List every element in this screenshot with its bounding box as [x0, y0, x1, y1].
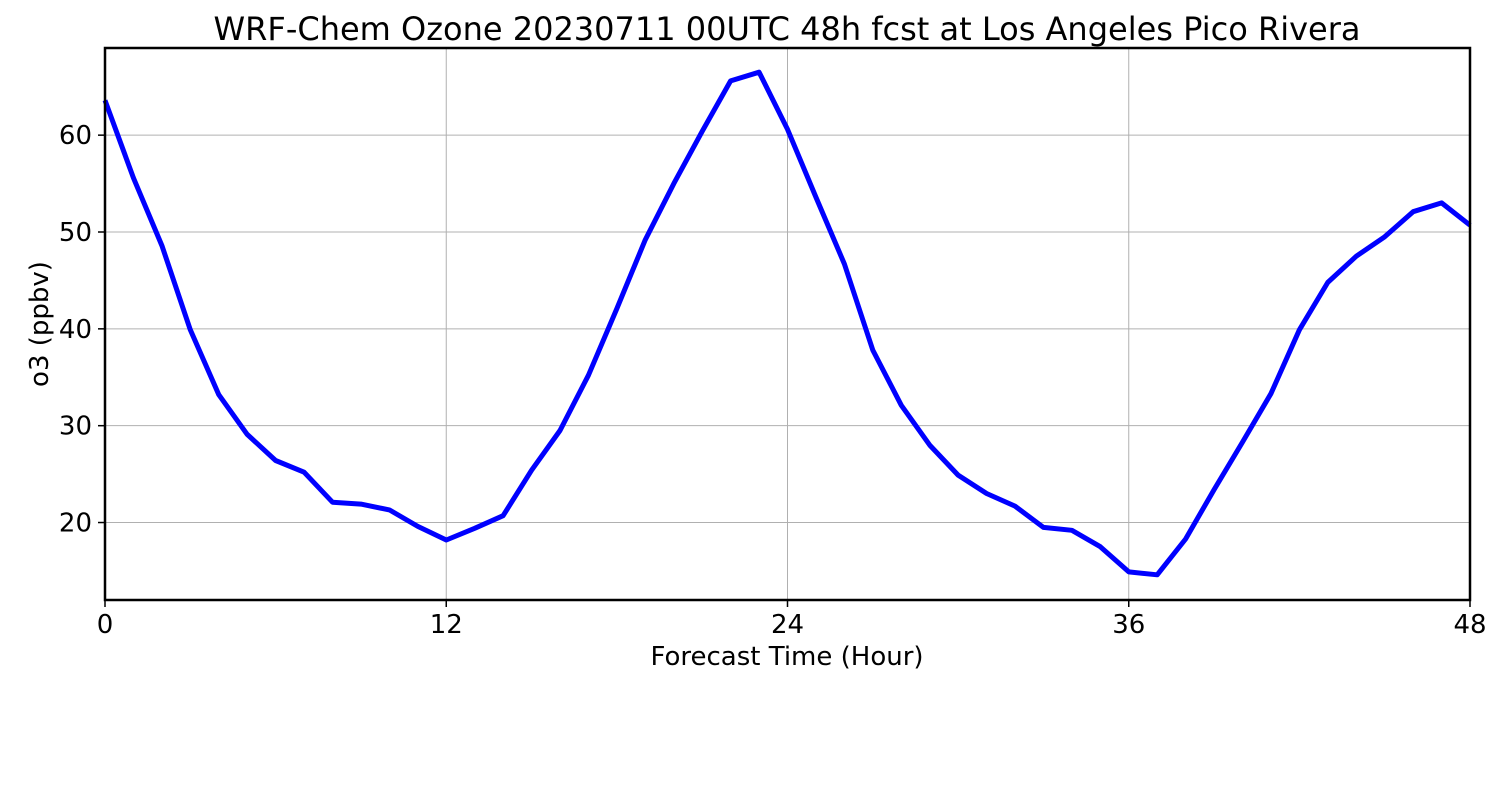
y-axis-label: o3 (ppbv) [25, 261, 55, 387]
x-tick-label: 48 [1453, 610, 1486, 640]
series-layer [102, 69, 1472, 578]
gridlines [105, 48, 1470, 600]
x-axis-label: Forecast Time (Hour) [650, 642, 923, 672]
y-tick-label: 60 [59, 121, 92, 151]
chart-title: WRF-Chem Ozone 20230711 00UTC 48h fcst a… [214, 10, 1361, 48]
x-tick-label: 36 [1112, 610, 1145, 640]
x-tick-label: 12 [430, 610, 463, 640]
x-tick-label: 0 [97, 610, 114, 640]
y-tick-label: 50 [59, 218, 92, 248]
x-tick-label: 24 [771, 610, 804, 640]
y-tick-label: 30 [59, 412, 92, 442]
y-tick-label: 20 [59, 509, 92, 539]
y-tick-label: 40 [59, 315, 92, 345]
axis-ticks: 0 12 24 36 48 20 30 40 50 60 [59, 121, 1487, 640]
ozone-series-line [102, 69, 1472, 578]
